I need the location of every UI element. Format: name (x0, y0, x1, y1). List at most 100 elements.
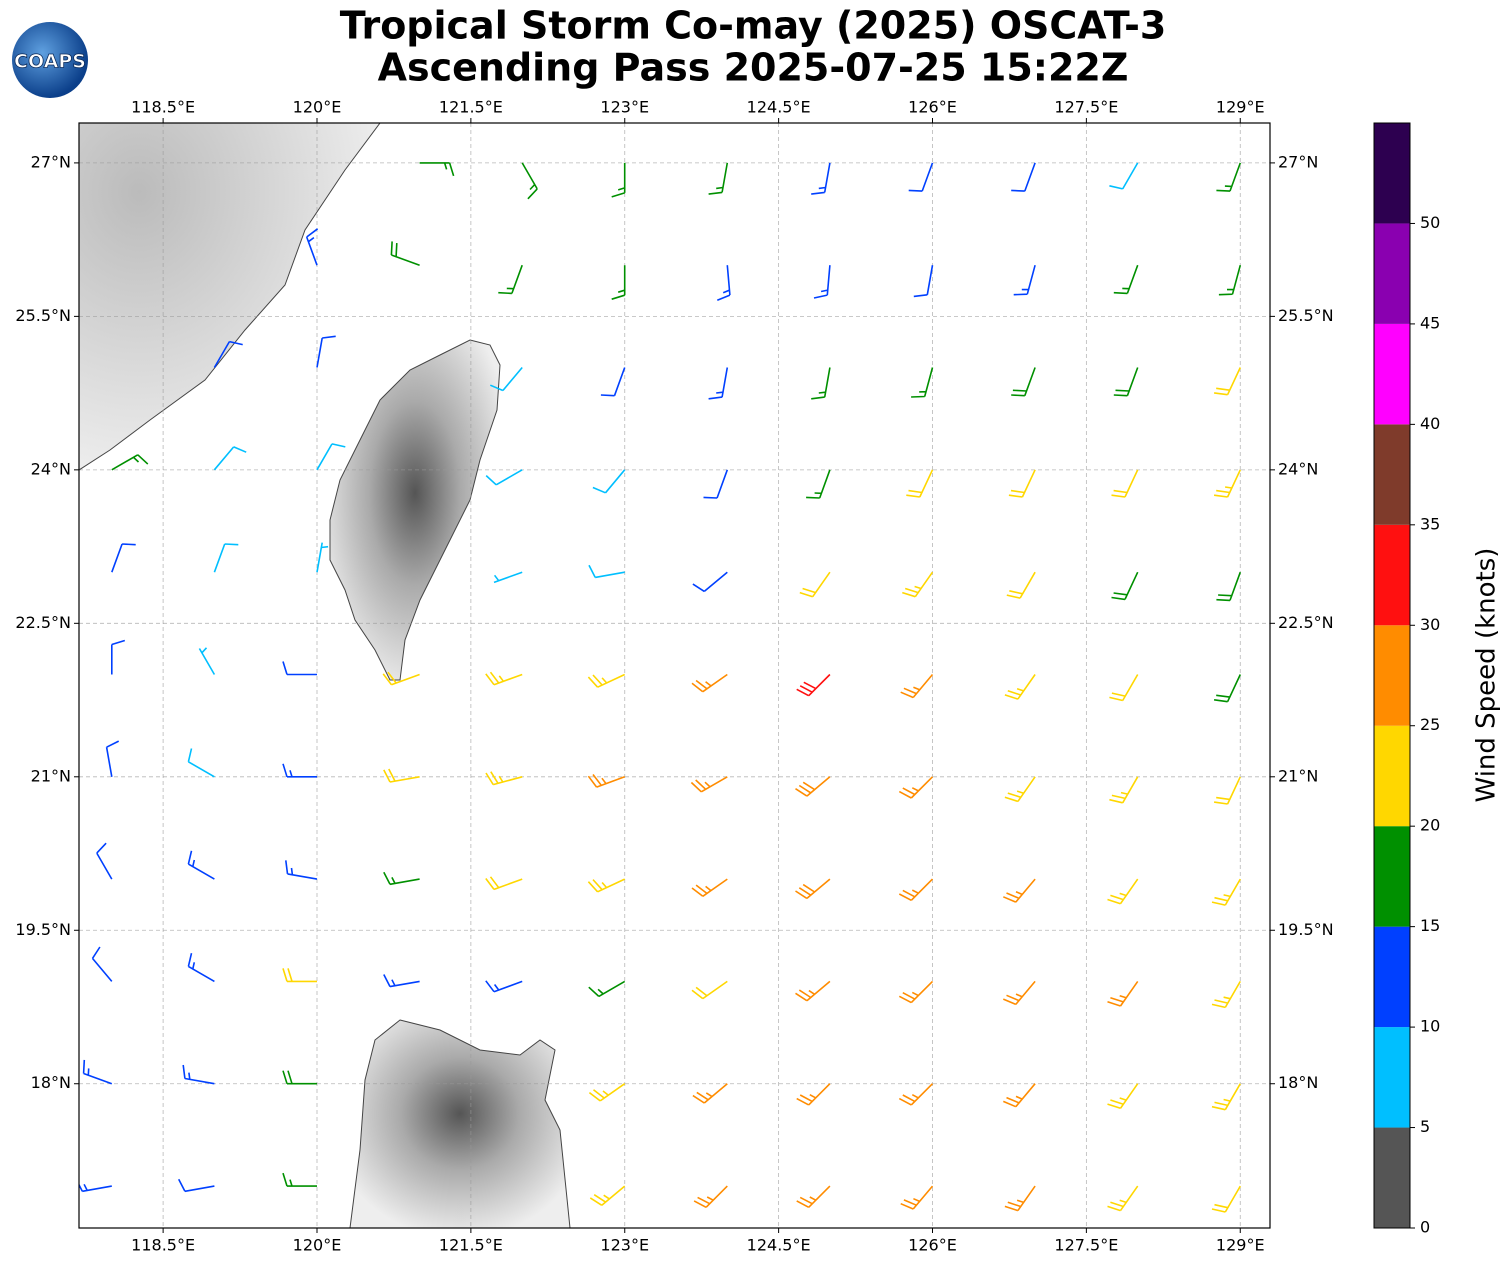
wind-barb (282, 1070, 317, 1085)
wind-barb (716, 265, 731, 301)
wind-barb (600, 367, 626, 397)
colorbar-segment (1374, 424, 1410, 525)
wind-barb (691, 878, 728, 897)
colorbar-segment (1374, 725, 1410, 827)
x-tick-label: 127.5°E (1054, 98, 1118, 117)
wind-barb (485, 980, 523, 993)
wind-barb (111, 543, 136, 573)
wind-barb (493, 571, 523, 584)
wind-barb (1111, 571, 1139, 601)
colorbar-tick-label: 30 (1420, 615, 1440, 634)
wind-barb (796, 673, 831, 697)
x-tick-label: 123°E (600, 98, 649, 117)
wind-barb (1216, 571, 1242, 602)
wind-barb (1213, 674, 1242, 703)
wind-barb (813, 265, 831, 299)
wind-barb (1002, 980, 1036, 1006)
wind-barb (383, 974, 420, 988)
wind-barb (902, 571, 934, 598)
wind-barb (91, 946, 113, 982)
wind-barb (691, 673, 728, 693)
wind-barb (692, 571, 728, 593)
wind-barb (316, 542, 329, 573)
x-tick-label: 124.5°E (747, 1236, 811, 1255)
wind-barb (587, 774, 625, 788)
y-tick-label: 22.5°N (15, 613, 71, 632)
colorbar-tick-label: 35 (1420, 514, 1440, 533)
colorbar-segment (1374, 123, 1410, 224)
wind-barb (900, 673, 934, 699)
wind-barb (1107, 1185, 1139, 1212)
colorbar: 0 5 10 15 20 25 30 35 40 45 50 (1373, 122, 1440, 1237)
wind-barb (906, 469, 934, 498)
wind-barb (795, 878, 831, 900)
wind-barb (799, 571, 831, 598)
y-tick-label: 21°N (31, 766, 71, 785)
wind-barb (1211, 981, 1241, 1009)
y-tick-label: 27°N (1278, 152, 1318, 171)
wind-barb (611, 162, 626, 198)
wind-barb (1004, 674, 1036, 700)
wind-barb (82, 1059, 113, 1085)
barbs (79, 162, 1242, 1213)
wind-barb (588, 564, 625, 579)
wind-barb (419, 162, 455, 177)
wind-barb (908, 162, 934, 192)
wind-barb (213, 340, 243, 368)
x-tick-label: 120°E (293, 1236, 342, 1255)
wind-barb (588, 1083, 626, 1102)
wind-barb (898, 776, 934, 799)
logo-globe (12, 22, 88, 98)
wind-barb (592, 469, 626, 494)
colorbar-frame (1373, 122, 1411, 1229)
wind-barb (316, 335, 336, 368)
colorbar-tick-label: 15 (1420, 916, 1440, 935)
wind-barb (96, 842, 113, 880)
logo-text: COAPS (14, 51, 86, 73)
colorbar-segment (1374, 323, 1410, 425)
wind-barb (382, 671, 420, 686)
wind-barb (589, 1185, 626, 1206)
luzon (349, 1019, 571, 1228)
wind-barb (1109, 674, 1139, 702)
wind-barb (485, 876, 523, 891)
wind-barb (708, 367, 729, 400)
wind-barb (316, 443, 346, 471)
wind-barb (282, 661, 317, 676)
wind-barb (1006, 571, 1036, 599)
wind-barb (693, 1185, 728, 1209)
colorbar-tick-label: 40 (1420, 414, 1440, 433)
wind-barb (795, 980, 831, 1002)
wind-barb (111, 454, 149, 471)
wind-barb (1002, 878, 1036, 903)
wind-barb (692, 1083, 728, 1104)
y-tick-label: 21°N (1278, 766, 1318, 785)
x-tick-label: 129°E (1216, 98, 1265, 117)
wind-barb (1013, 264, 1036, 296)
y-tick-label: 19.5°N (1278, 920, 1334, 939)
wind-barb (898, 980, 934, 1004)
wind-barb (911, 367, 934, 398)
wind-barb (1109, 162, 1139, 190)
colorbar-segment (1374, 524, 1410, 626)
wind-barb (898, 878, 934, 902)
y-tick-label: 22.5°N (1278, 613, 1334, 632)
wind-barb (1111, 469, 1139, 498)
wind-barb (1107, 1083, 1139, 1110)
x-tick-label: 121.5°E (439, 98, 503, 117)
wind-barb (383, 768, 420, 783)
wind-barb (182, 1064, 215, 1085)
wind-barb (213, 543, 239, 573)
y-tick-label: 19.5°N (15, 920, 71, 939)
y-tick-label: 24°N (1278, 459, 1318, 478)
wind-barb (796, 1185, 831, 1209)
wind-barb (282, 968, 317, 983)
wind-barb (390, 241, 420, 266)
wind-barb (588, 980, 626, 998)
wind-barb (79, 1183, 112, 1193)
wind-barb (1008, 469, 1036, 498)
colorbar-tick-label: 0 (1420, 1218, 1430, 1237)
y-tick-label: 24°N (31, 459, 71, 478)
wind-barb (187, 953, 215, 983)
wind-barb (285, 860, 318, 880)
